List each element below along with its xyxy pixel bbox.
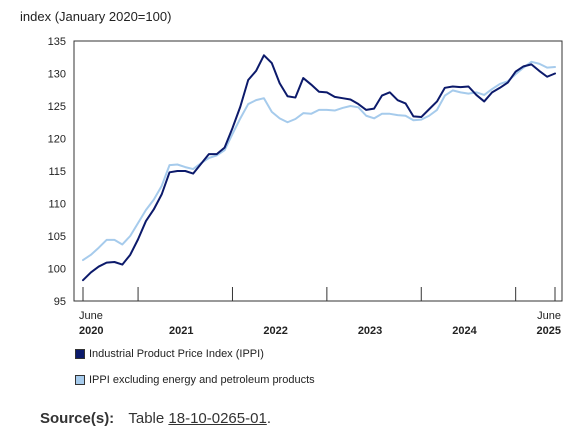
line-chart: index (January 2020=100) 95 100 105 110 115 1… (20, 9, 563, 398)
y-tick-label: 115 (48, 166, 66, 178)
legend-swatch-ippi-excl (75, 375, 85, 385)
x-start-month-label: June (79, 310, 103, 322)
x-start-year-label: 2020 (79, 325, 103, 337)
y-tick-label: 130 (48, 69, 66, 81)
y-tick-label: 120 (48, 134, 66, 146)
x-year-label: 2022 (263, 325, 287, 337)
y-tick-label: 110 (48, 199, 66, 211)
y-axis-title: index (January 2020=100) (20, 9, 171, 24)
source-suffix: . (266, 410, 271, 427)
plot-frame (73, 40, 563, 302)
source-line: Source(s): Table 18-10-0265-01. (40, 410, 271, 427)
source-label: Source(s): (40, 410, 115, 427)
series-line-ippi-excl-energy (82, 60, 556, 262)
legend-label-ippi-excl: IPPI excluding energy and petroleum prod… (89, 374, 315, 386)
y-tick-label: 125 (48, 101, 66, 113)
y-tick-label: 135 (48, 36, 66, 48)
x-end-year-label: 2025 (537, 325, 561, 337)
legend-item-ippi-excl: IPPI excluding energy and petroleum prod… (75, 372, 315, 388)
x-year-label: 2023 (358, 325, 382, 337)
y-tick-label: 105 (48, 231, 66, 243)
x-year-label: 2021 (169, 325, 193, 337)
chart-legend: Industrial Product Price Index (IPPI) IP… (75, 346, 315, 398)
source-table-prefix: Table (128, 410, 165, 427)
legend-item-ippi: Industrial Product Price Index (IPPI) (75, 346, 315, 362)
source-table-link[interactable]: 18-10-0265-01 (168, 410, 267, 427)
legend-swatch-ippi (75, 349, 85, 359)
x-end-month-label: June (537, 310, 561, 322)
y-tick-label: 100 (48, 264, 66, 276)
chart-canvas: index (January 2020=100) 95 100 105 110 115 1… (20, 9, 563, 337)
x-year-label: 2024 (452, 325, 477, 337)
series-line-ippi (82, 54, 556, 282)
legend-label-ippi: Industrial Product Price Index (IPPI) (89, 348, 264, 360)
y-tick-label: 95 (54, 296, 66, 308)
